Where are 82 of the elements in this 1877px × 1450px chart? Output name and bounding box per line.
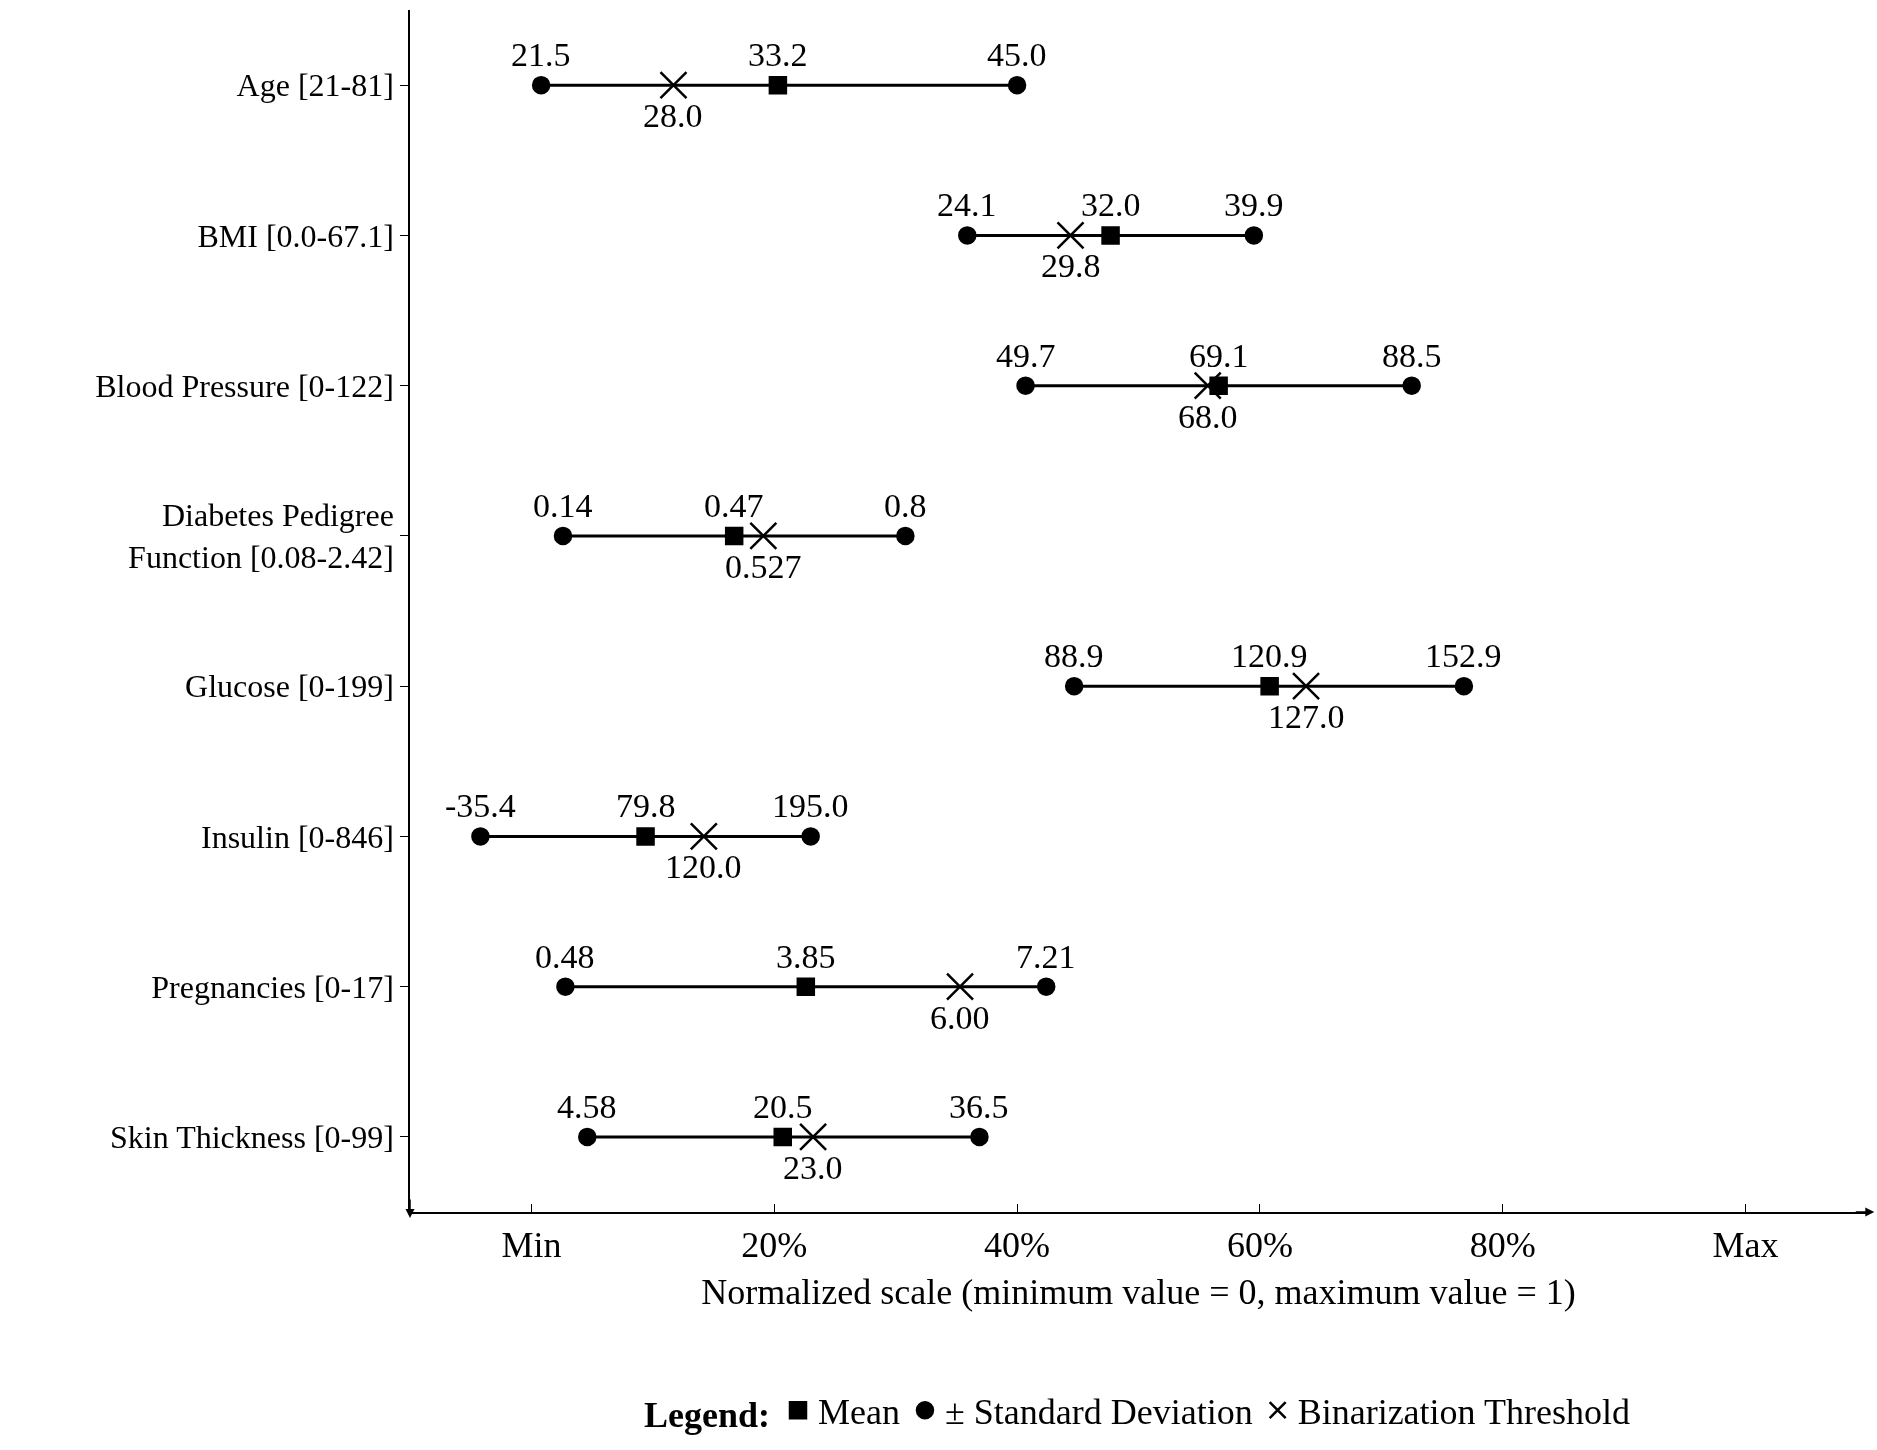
point: [768, 75, 788, 95]
annotation: 79.8: [616, 787, 676, 824]
point: [773, 1127, 792, 1147]
point: [724, 526, 744, 546]
annotation: 68.0: [1178, 398, 1238, 435]
point: [1402, 376, 1421, 395]
annotation: 23.0: [783, 1149, 843, 1186]
point: [1064, 676, 1084, 696]
legend-label: Mean: [818, 1392, 900, 1433]
x-tick-label: 40%: [984, 1224, 1051, 1265]
x-tick-label: 80%: [1469, 1224, 1536, 1265]
point: [1007, 75, 1027, 95]
point: [1016, 376, 1035, 395]
annotation: 21.5: [511, 36, 571, 73]
y-tick-label: BMI [0.0-67.1]: [197, 217, 394, 254]
y-tick-label: Age [21-81]: [236, 67, 394, 104]
legend-label: Binarization Threshold: [1297, 1392, 1630, 1433]
annotation: 88.9: [1044, 637, 1104, 674]
point: [1244, 226, 1264, 245]
y-tick-label: Diabetes Pedigree Function [0.08-2.42]: [128, 497, 394, 575]
annotation: 69.1: [1189, 337, 1249, 374]
y-tick-label: Blood Pressure [0-122]: [95, 367, 394, 404]
annotation: 127.0: [1268, 698, 1345, 735]
point: [1101, 226, 1120, 245]
annotation: 3.85: [776, 938, 836, 975]
y-tick-label: Insulin [0-846]: [200, 818, 394, 855]
annotation: 32.0: [1081, 186, 1141, 223]
x-tick-label: 60%: [1226, 1224, 1293, 1265]
point: [1291, 671, 1321, 701]
annotation: 29.8: [1041, 247, 1101, 284]
annotation: 7.21: [1016, 938, 1076, 975]
annotation: 20.5: [753, 1088, 813, 1125]
point: [958, 226, 977, 245]
x-tick-label: Min: [501, 1224, 562, 1265]
annotation: 24.1: [937, 186, 997, 223]
point: [1056, 221, 1085, 250]
point: [1193, 371, 1222, 400]
annotation: 0.8: [884, 487, 927, 524]
annotation: 152.9: [1425, 637, 1502, 674]
point: [471, 827, 490, 846]
x-tick-label: Max: [1712, 1224, 1779, 1265]
annotation: 88.5: [1382, 337, 1442, 374]
annotation: 45.0: [987, 36, 1047, 73]
point: [796, 977, 816, 996]
annotation: 39.9: [1224, 186, 1284, 223]
annotation: 33.2: [748, 36, 808, 73]
annotation: 4.58: [557, 1088, 617, 1125]
y-tick-label: Pregnancies [0-17]: [151, 968, 394, 1005]
annotation: 120.0: [665, 848, 742, 885]
annotation: 49.7: [996, 337, 1056, 374]
annotation: 0.527: [725, 548, 802, 585]
point: [801, 827, 820, 846]
x-tick-label: 20%: [741, 1224, 808, 1265]
annotation: 36.5: [949, 1088, 1009, 1125]
point: [659, 70, 688, 100]
annotation: 0.48: [535, 938, 595, 975]
x-axis-title: Normalized scale (minimum value = 0, maximum value = 1): [701, 1272, 1576, 1313]
annotation: 195.0: [772, 787, 849, 824]
point: [531, 75, 551, 95]
legend-title: Legend:: [644, 1395, 770, 1436]
annotation: 28.0: [643, 97, 703, 134]
legend-label: ± Standard Deviation: [944, 1392, 1253, 1433]
y-tick-label: Skin Thickness [0-99]: [110, 1119, 394, 1156]
annotation: 120.9: [1231, 637, 1308, 674]
point: [556, 977, 575, 996]
point: [578, 1127, 597, 1147]
annotation: 0.47: [704, 487, 764, 524]
annotation: 0.14: [533, 487, 593, 524]
point: [636, 827, 655, 846]
point: [1454, 676, 1474, 696]
point: [1036, 977, 1056, 996]
point: [749, 521, 778, 551]
point: [798, 1122, 828, 1152]
point: [689, 822, 719, 851]
y-tick-label: Glucose [0-199]: [185, 668, 394, 705]
annotation: 6.00: [930, 999, 990, 1036]
point: [970, 1127, 989, 1147]
annotation: -35.4: [445, 787, 516, 824]
point: [896, 526, 915, 546]
point: [945, 972, 975, 1001]
point: [553, 526, 573, 546]
point: [1260, 676, 1279, 696]
